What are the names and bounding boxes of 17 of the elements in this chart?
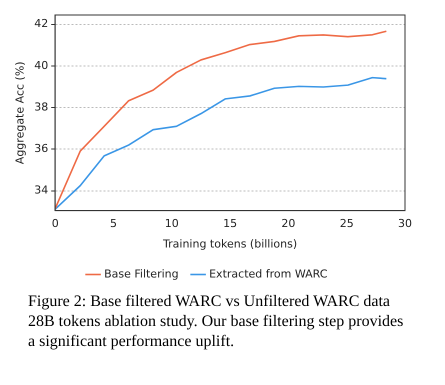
y-tick-label: 40 (34, 58, 48, 72)
y-tick-label: 38 (34, 100, 48, 114)
x-tick-label: 20 (281, 217, 296, 230)
legend-label: Extracted from WARC (209, 267, 328, 280)
y-axis-title: Aggregate Acc (%) (13, 61, 26, 164)
y-tick-label: 36 (34, 142, 48, 156)
caption: Figure 2: Base filtered WARC vs Unfiltered WARC data 28B tokens ablation study. Our base filtering step provides a significant performance uplift. (28, 292, 404, 352)
x-tick-label: 30 (398, 217, 412, 230)
x-axis-title: Training tokens (billions) (162, 237, 298, 250)
legend-label: Base Filtering (104, 267, 179, 280)
x-tick-label: 10 (164, 217, 179, 230)
x-tick-label: 5 (110, 217, 117, 230)
x-tick-label: 25 (340, 217, 354, 230)
x-tick-label: 0 (52, 217, 59, 230)
x-tick-label: 15 (223, 217, 238, 230)
y-tick-label: 34 (34, 184, 48, 197)
y-tick-label: 42 (34, 17, 48, 30)
